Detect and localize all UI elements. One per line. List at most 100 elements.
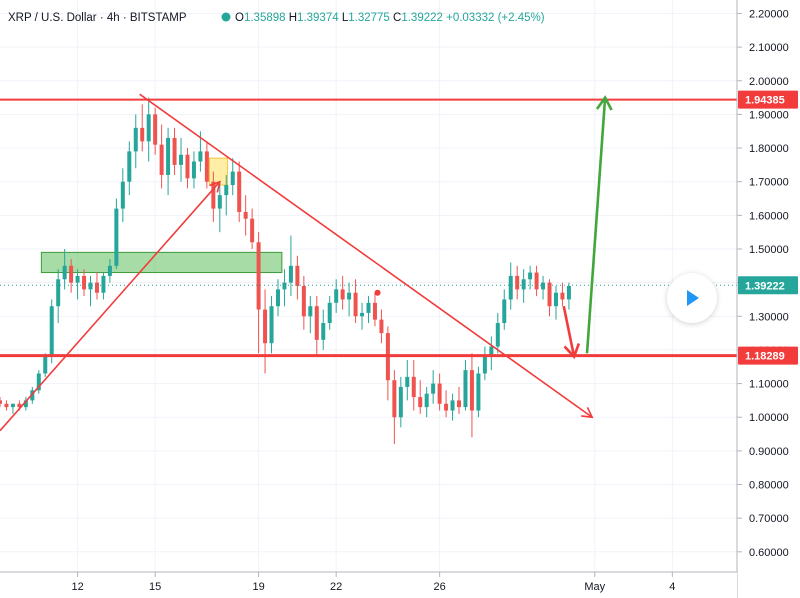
candle-body	[553, 292, 558, 307]
candle-body	[4, 403, 9, 408]
y-tick-label: 0.70000	[749, 513, 789, 525]
candle-body	[224, 185, 229, 196]
candle-body	[211, 181, 216, 209]
candle-body	[275, 289, 280, 307]
candle-body	[534, 272, 539, 290]
candle-body	[360, 312, 365, 317]
x-tick-label: 22	[330, 581, 342, 593]
marker-dot	[374, 289, 381, 296]
candle-body	[198, 151, 203, 162]
candle-body	[340, 289, 345, 300]
svg-text:O1.35898 H1.39374 L1.32775 C1.: O1.35898 H1.39374 L1.32775 C1.39222 +0.0…	[235, 12, 545, 24]
candle-body	[450, 400, 455, 411]
candle-body	[295, 265, 300, 286]
candle-body	[566, 286, 571, 300]
candle-body	[107, 265, 112, 276]
candle-body	[314, 306, 319, 340]
open-label: O	[235, 12, 244, 24]
candle-body	[482, 356, 487, 374]
arrow-down-line[interactable]	[562, 305, 576, 357]
candle-body	[30, 390, 35, 401]
arrow-down-head	[563, 343, 581, 360]
candle-body	[372, 302, 377, 320]
candle-body	[308, 306, 313, 317]
grid	[0, 0, 737, 572]
candle-body	[463, 370, 468, 408]
candle-body	[140, 127, 145, 142]
candle-body	[159, 144, 164, 175]
candle-body	[541, 282, 546, 290]
drawings-layer	[0, 93, 737, 432]
candle-body	[217, 195, 222, 209]
candle-body	[405, 376, 410, 387]
candle-body	[392, 380, 397, 418]
time-axis[interactable]: 12 15 19 22 26 May 4	[71, 572, 675, 593]
high-value: 1.39374	[297, 12, 339, 24]
candle-body	[379, 319, 384, 334]
y-tick-label: 1.30000	[749, 311, 789, 323]
candle-body	[62, 265, 67, 280]
candle-body	[153, 114, 158, 145]
x-tick-label: 4	[669, 581, 675, 593]
y-tick-label: 1.60000	[749, 210, 789, 222]
legend: XRP / U.S. Dollar · 4h · BITSTAMP O1.358…	[8, 12, 545, 24]
candle-body	[411, 376, 416, 398]
candle-body	[269, 306, 274, 344]
symbol-name: XRP / U.S. Dollar	[8, 12, 97, 24]
ascending-trendline-arrowhead	[209, 180, 221, 193]
candle-body	[508, 275, 513, 300]
low-value: 1.32775	[348, 12, 390, 24]
x-tick-label: 15	[149, 581, 161, 593]
replay-play-button[interactable]	[667, 273, 717, 323]
high-label: H	[289, 12, 297, 24]
candle-body	[366, 302, 371, 313]
candle-body	[502, 299, 507, 324]
green-zone	[40, 251, 283, 274]
candle-body	[250, 218, 255, 243]
candle-body	[243, 211, 248, 219]
y-tick-label: 0.60000	[749, 547, 789, 559]
resistance-price-tag-bg	[738, 90, 798, 109]
candle-body	[327, 302, 332, 324]
candle-body	[353, 292, 358, 317]
descending-trendline[interactable]	[139, 93, 593, 418]
candle-body	[82, 275, 87, 290]
candle-body	[204, 151, 209, 182]
candle-body	[172, 137, 177, 165]
candle-body	[469, 370, 474, 411]
price-axis-bg	[737, 0, 800, 598]
candle-body	[398, 386, 403, 418]
arrow-up-line[interactable]	[585, 97, 607, 354]
yellow-zone	[208, 157, 229, 186]
candle-body	[36, 373, 41, 391]
zones-layer	[40, 157, 283, 274]
y-tick-label: 2.10000	[749, 42, 789, 54]
candle-body	[301, 286, 306, 317]
candle-body	[347, 292, 352, 300]
candle-body	[185, 154, 190, 179]
candle-body	[431, 383, 436, 394]
y-tick-label: 2.20000	[749, 8, 789, 20]
candle-body	[263, 309, 268, 344]
x-tick-label: 19	[252, 581, 264, 593]
candle-body	[49, 306, 54, 357]
y-tick-label: 1.10000	[749, 379, 789, 391]
resistance-price-tag: 1.94385	[745, 95, 785, 107]
candles-layer	[0, 97, 571, 445]
candle-body	[424, 393, 429, 408]
candle-body	[43, 356, 48, 374]
y-tick-label: 1.00000	[749, 412, 789, 424]
candle-body	[17, 403, 22, 408]
x-tick-label: 12	[71, 581, 83, 593]
candle-body	[0, 400, 2, 404]
svg-text:XRP / U.S. Dollar · 4h · BITST: XRP / U.S. Dollar · 4h · BITSTAMP	[8, 12, 187, 24]
candle-body	[437, 383, 442, 404]
play-icon	[687, 290, 699, 306]
candle-body	[457, 400, 462, 408]
candle-body	[528, 272, 533, 280]
candle-body	[133, 127, 138, 152]
candle-body	[256, 242, 261, 310]
candle-body	[288, 265, 293, 283]
ascending-trendline[interactable]	[0, 181, 221, 432]
